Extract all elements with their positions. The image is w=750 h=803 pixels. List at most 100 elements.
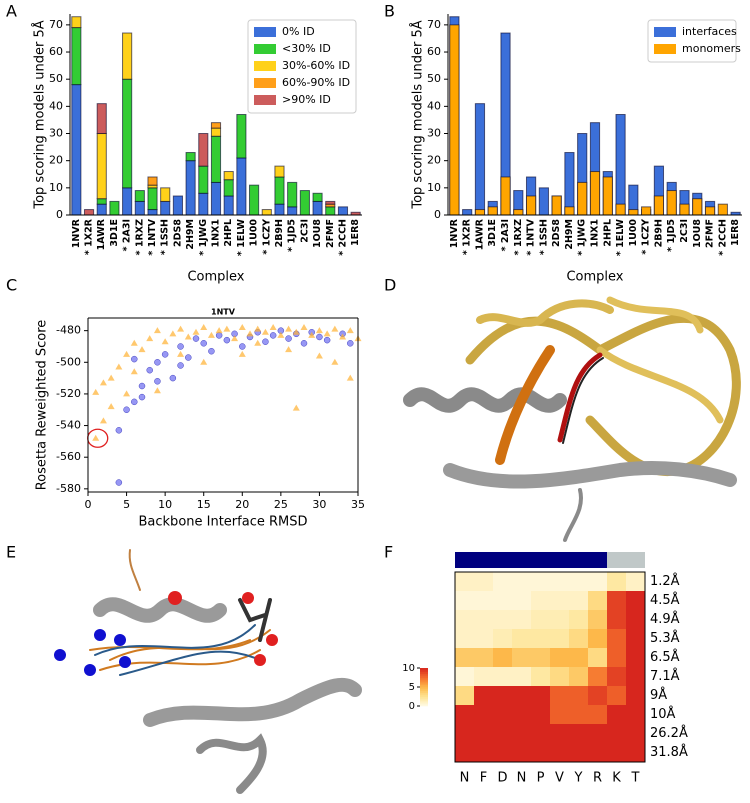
colorbar-step — [420, 675, 428, 678]
x-tick-label: 1NX1 — [211, 219, 222, 248]
point — [292, 328, 300, 335]
y-tick-label: 10 — [427, 181, 441, 194]
point — [238, 323, 246, 330]
strand — [495, 345, 555, 465]
row-label: 10Å — [650, 706, 676, 722]
bar — [717, 203, 728, 216]
x-tick-label: * 1JD5 — [666, 219, 677, 252]
sphere — [242, 592, 254, 604]
loop — [128, 549, 141, 591]
bar — [210, 122, 222, 129]
sphere — [84, 664, 96, 676]
heat-cell — [588, 686, 608, 706]
heat-cell — [550, 667, 570, 687]
heat-cell — [455, 610, 475, 630]
bar — [274, 165, 285, 178]
bar — [71, 27, 82, 86]
point — [146, 366, 153, 374]
bar — [679, 203, 690, 216]
bar — [551, 195, 562, 216]
point — [154, 359, 161, 366]
bar — [160, 200, 171, 216]
colorbar-tick-label: 0 — [409, 701, 415, 712]
heat-cell — [626, 591, 646, 611]
bar — [500, 176, 511, 216]
heat-cell — [550, 591, 570, 611]
point — [153, 327, 161, 334]
heat-cell — [512, 610, 532, 630]
bar — [96, 198, 107, 205]
colorbar-step — [420, 696, 428, 699]
heat-cell — [626, 629, 646, 649]
legend-label: 0% ID — [282, 25, 315, 38]
heat-cell — [569, 686, 589, 706]
row-label: 1.2Å — [650, 573, 680, 589]
x-tick-label: * 1SSH — [160, 219, 171, 255]
point — [346, 327, 354, 334]
point — [177, 325, 185, 332]
point — [331, 358, 339, 365]
bar — [287, 206, 298, 216]
bar — [147, 209, 158, 216]
heatmap-frame — [454, 571, 646, 763]
heat-cell — [493, 705, 513, 725]
heat-cell — [626, 705, 646, 725]
heat-cell — [626, 743, 646, 763]
x-tick-label: 0 — [85, 498, 92, 511]
heat-cell — [512, 705, 532, 725]
x-tick-label: 1ER8 — [730, 219, 741, 246]
x-tick-label: * 1SSH — [538, 219, 549, 255]
x-tick-label: 1OU8 — [692, 219, 703, 248]
bar — [223, 171, 234, 181]
heat-cell — [569, 743, 589, 763]
heat-cell — [550, 686, 570, 706]
point — [146, 335, 154, 342]
y-tick-label: -520 — [56, 387, 81, 400]
bar — [160, 187, 171, 202]
panel-label: F — [384, 543, 393, 562]
ribbon — [476, 299, 614, 327]
heat-cell — [588, 724, 608, 744]
heat-cell — [588, 705, 608, 725]
sphere — [114, 634, 126, 646]
point — [308, 331, 316, 338]
point — [223, 336, 231, 344]
loop — [562, 357, 604, 444]
heat-cell — [569, 572, 589, 592]
bar — [96, 203, 107, 216]
bar — [692, 198, 703, 216]
point — [107, 403, 115, 410]
point — [177, 343, 184, 350]
heat-cell — [550, 648, 570, 668]
heat-cell — [493, 667, 513, 687]
heat-cell — [512, 724, 532, 744]
heat-cell — [588, 591, 608, 611]
point — [315, 327, 323, 334]
point — [300, 323, 308, 330]
x-tick-label: 2FMF — [705, 219, 716, 248]
x-tick-label: * 1ELW — [615, 218, 626, 256]
point — [177, 362, 184, 369]
point — [346, 374, 354, 381]
heat-cell — [607, 705, 627, 725]
heat-cell — [569, 648, 589, 668]
column-label: F — [480, 771, 487, 786]
legend-swatch — [254, 78, 276, 88]
heat-cell — [607, 572, 627, 592]
heat-cell — [588, 648, 608, 668]
heat-cell — [474, 610, 494, 630]
legend-label: <30% ID — [282, 42, 331, 55]
x-tick-label: 35 — [351, 498, 365, 511]
point — [154, 378, 161, 385]
point — [315, 352, 323, 359]
heat-cell — [588, 610, 608, 630]
point — [347, 340, 354, 347]
bar — [628, 209, 639, 216]
heat-cell — [607, 629, 627, 649]
legend-swatch — [254, 44, 276, 54]
legend-label: >90% ID — [282, 93, 331, 106]
bar — [109, 200, 120, 216]
column-label: P — [537, 771, 545, 786]
bar — [185, 152, 196, 162]
heat-cell — [550, 610, 570, 630]
